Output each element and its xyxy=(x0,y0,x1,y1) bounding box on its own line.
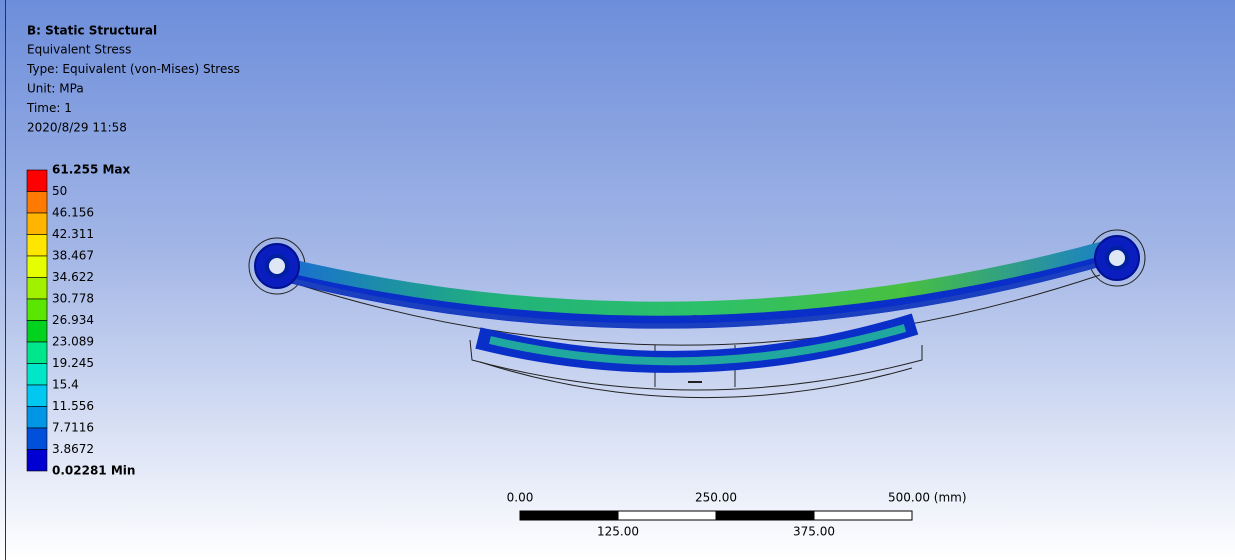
legend-swatch xyxy=(26,255,48,278)
legend-swatch xyxy=(26,169,48,192)
legend-label: 42.311 xyxy=(52,227,94,241)
scale-segment xyxy=(617,510,717,521)
legend-label: 30.778 xyxy=(52,292,94,306)
header-line: Equivalent Stress xyxy=(27,43,131,57)
legend-swatch xyxy=(26,384,48,407)
header-line: Type: Equivalent (von-Mises) Stress xyxy=(26,62,240,76)
legend-swatch xyxy=(26,363,48,386)
legend-label: 38.467 xyxy=(52,249,94,263)
legend-swatch xyxy=(26,277,48,300)
header-line: 2020/8/29 11:58 xyxy=(27,121,127,135)
title: B: Static Structural xyxy=(27,24,157,38)
legend-swatch xyxy=(26,449,48,472)
header-line: Unit: MPa xyxy=(27,82,84,96)
spring-model xyxy=(254,235,1140,373)
legend-label: 0.02281 Min xyxy=(52,464,135,478)
legend-swatch xyxy=(26,234,48,257)
legend-label: 61.255 Max xyxy=(52,163,131,177)
header-lines: Equivalent Stress Type: Equivalent (von-M… xyxy=(26,43,240,135)
scale-bar: 0.00 250.00 500.00 (mm) 125.00 375.00 xyxy=(507,491,967,539)
legend-swatch xyxy=(26,406,48,429)
legend-swatch xyxy=(26,298,48,321)
scale-label: 125.00 xyxy=(597,525,639,539)
scale-segment xyxy=(813,510,913,521)
legend-label: 26.934 xyxy=(52,313,94,327)
legend-label: 23.089 xyxy=(52,335,94,349)
legend-swatch xyxy=(26,341,48,364)
legend-label: 15.4 xyxy=(52,378,79,392)
wireframe xyxy=(248,229,1146,399)
legend-swatch xyxy=(26,191,48,214)
scale-segment xyxy=(519,510,619,521)
legend-label: 7.7116 xyxy=(52,421,94,435)
legend-swatch xyxy=(26,320,48,343)
legend-swatch xyxy=(26,427,48,450)
legend-swatch xyxy=(26,212,48,235)
scale-label: 250.00 xyxy=(695,491,737,505)
header-line: Time: 1 xyxy=(26,101,72,115)
scale-segment xyxy=(715,510,815,521)
legend: 61.255 Max 50 46.156 42.311 38.467 34.622 30.7… xyxy=(26,163,135,478)
legend-label: 11.556 xyxy=(52,399,94,413)
legend-label: 46.156 xyxy=(52,206,94,220)
legend-label: 3.8672 xyxy=(52,442,94,456)
scale-label: 0.00 xyxy=(507,491,534,505)
scale-label: 500.00 (mm) xyxy=(888,491,967,505)
legend-label: 19.245 xyxy=(52,356,94,370)
scale-label: 375.00 xyxy=(793,525,835,539)
legend-label: 34.622 xyxy=(52,270,94,284)
legend-label: 50 xyxy=(52,184,67,198)
